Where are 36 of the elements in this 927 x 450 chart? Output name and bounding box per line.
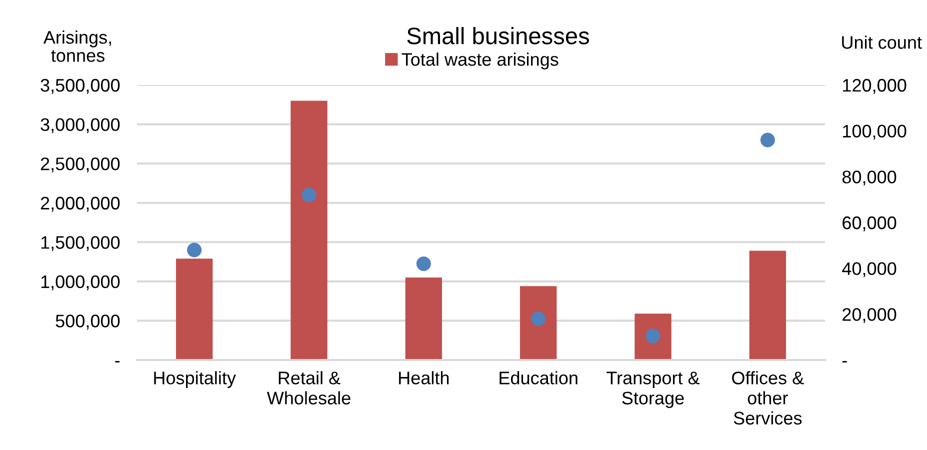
point bbox=[531, 311, 546, 326]
x-tick-label: Retail & Wholesale bbox=[266, 371, 350, 404]
y-tick-label: 3,500,000 bbox=[40, 78, 120, 94]
y2-tick-label: 100,000 bbox=[843, 124, 906, 140]
y-tick-label: 3,000,000 bbox=[40, 118, 120, 134]
y2-tick-label: 120,000 bbox=[843, 78, 906, 94]
chart-title: Small businesses bbox=[407, 26, 590, 44]
y2-tick-label: 40,000 bbox=[842, 262, 896, 278]
y-tick-label: 2,500,000 bbox=[40, 158, 120, 172]
bar bbox=[634, 314, 672, 360]
x-tick-label: Hospitality bbox=[154, 371, 236, 388]
x-tick-label: Education bbox=[500, 371, 578, 384]
y-tick-label: - bbox=[115, 361, 120, 362]
bar bbox=[749, 250, 786, 360]
y2-tick-label: 20,000 bbox=[842, 308, 896, 324]
y2-tick-label: 60,000 bbox=[842, 216, 896, 232]
bar bbox=[290, 100, 328, 360]
y2-tick-label: 80,000 bbox=[842, 170, 896, 186]
x-tick-label: Health bbox=[399, 371, 449, 384]
y-tick-label: 2,000,000 bbox=[40, 196, 120, 212]
bar bbox=[520, 286, 557, 360]
x-tick-label: Transport & Storage bbox=[606, 372, 700, 408]
bar bbox=[405, 278, 442, 360]
point bbox=[416, 256, 431, 272]
legend-label: Total waste arisings bbox=[402, 52, 558, 70]
x-tick-label: Offices & other Services bbox=[732, 371, 804, 425]
point bbox=[187, 242, 202, 258]
point bbox=[760, 132, 775, 148]
y2-axis-title: Unit count bbox=[842, 36, 922, 49]
bar bbox=[176, 258, 213, 360]
y-axis-title: Arisings, tonnes bbox=[43, 30, 111, 62]
point bbox=[302, 188, 316, 202]
y-tick-label: 1,000,000 bbox=[41, 275, 120, 290]
y-tick-label: 500,000 bbox=[56, 314, 120, 330]
y2-tick-label: - bbox=[842, 361, 847, 362]
y-tick-label: 1,500,000 bbox=[41, 236, 120, 251]
